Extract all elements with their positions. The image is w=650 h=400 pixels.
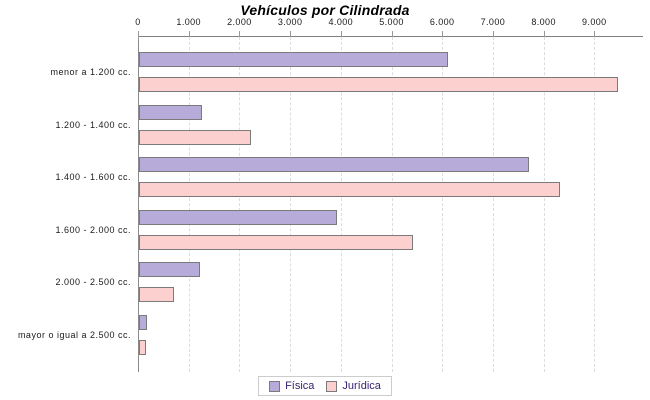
x-axis-tick-label: 1.000 (176, 17, 201, 27)
x-axis-tick-label: 2.000 (227, 17, 252, 27)
category-label: mayor o igual a 2.500 cc. (17, 329, 131, 340)
gridline (290, 37, 292, 372)
gridline (239, 37, 241, 372)
x-axis-tick-label: 7.000 (480, 17, 506, 27)
x-axis-tick-label: 5.000 (379, 17, 404, 27)
bar-fisica (139, 52, 448, 67)
gridline (442, 37, 444, 372)
bar-juridica (139, 234, 413, 250)
x-axis-line (138, 36, 643, 37)
bar-fisica (139, 314, 147, 330)
y-axis-line (138, 36, 139, 372)
bar-fisica (139, 157, 529, 172)
gridline (543, 37, 545, 372)
chart-title: Vehículos por Cilindrada (240, 2, 410, 18)
x-axis-tick-mark (492, 31, 494, 40)
legend-item-fisica: Física (269, 380, 314, 392)
x-axis-tick-mark (594, 31, 596, 40)
x-axis-tick-label: 8.000 (531, 17, 556, 27)
gridline (492, 37, 494, 372)
x-axis-tick-mark (290, 31, 292, 40)
gridline (391, 37, 393, 372)
legend-box: Física Jurídica (258, 376, 392, 396)
bar-juridica (139, 77, 618, 92)
x-axis-tick-mark (138, 31, 139, 40)
x-axis-tick-label: 4.000 (328, 17, 354, 27)
gridline (188, 37, 190, 372)
legend-item-juridica: Jurídica (326, 380, 381, 392)
category-label: 2.000 - 2.500 cc. (55, 277, 131, 287)
x-axis-tick-mark (543, 31, 545, 40)
bar-fisica (139, 262, 200, 277)
category-label: 1.200 - 1.400 cc. (55, 119, 131, 130)
legend-swatch-juridica (326, 380, 338, 392)
category-label: 1.600 - 2.000 cc. (55, 224, 131, 235)
bar-juridica (139, 182, 560, 197)
legend-swatch-fisica (269, 380, 281, 392)
legend-label: Física (285, 380, 315, 392)
gridline (594, 37, 596, 372)
x-axis-tick-mark (188, 31, 190, 40)
bar-fisica (139, 104, 202, 120)
x-axis-tick-label: 9.000 (582, 17, 607, 27)
legend: Física Jurídica (0, 376, 650, 396)
category-label: 1.400 - 1.600 cc. (55, 172, 131, 182)
x-axis-tick-mark (239, 31, 241, 40)
bar-juridica (139, 339, 146, 355)
x-axis-tick-label: 0 (135, 17, 141, 27)
x-axis-tick-mark (442, 31, 444, 40)
gridline (340, 37, 342, 372)
category-label: menor a 1.200 cc. (50, 67, 131, 77)
x-axis-tick-mark (391, 31, 393, 40)
x-axis-tick-mark (340, 31, 342, 40)
bar-juridica (139, 287, 174, 302)
x-axis-tick-label: 6.000 (429, 17, 455, 27)
x-axis-tick-label: 3.000 (277, 17, 303, 27)
legend-label: Jurídica (342, 380, 381, 392)
bar-juridica (139, 129, 251, 145)
bar-fisica (139, 209, 337, 225)
